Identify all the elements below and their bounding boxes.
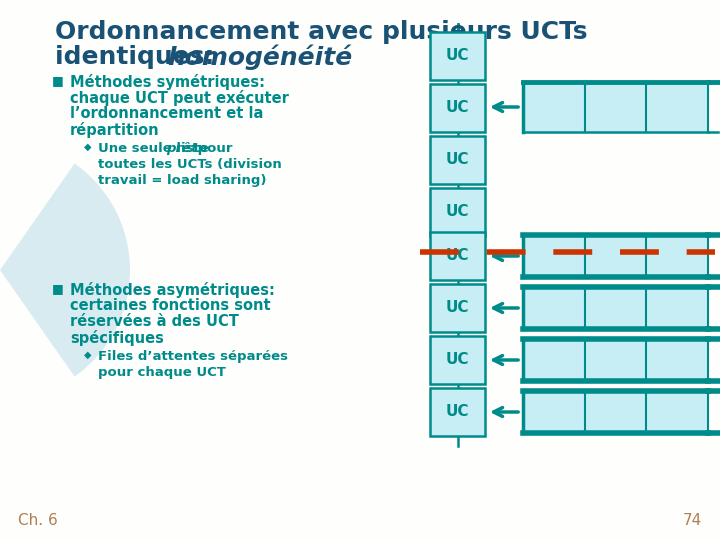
Text: toutes les UCTs (division: toutes les UCTs (division [98, 158, 282, 171]
Bar [430, 232, 485, 280]
Text: UC: UC [446, 300, 469, 315]
Text: pour: pour [193, 142, 233, 155]
Text: travail = load sharing): travail = load sharing) [98, 174, 266, 187]
Text: pour chaque UCT: pour chaque UCT [98, 366, 226, 379]
Text: 74: 74 [683, 513, 702, 528]
Text: prêt: prêt [166, 142, 197, 155]
Text: réservées à des UCT: réservées à des UCT [70, 314, 239, 329]
Text: ■: ■ [52, 282, 64, 295]
Text: Ordonnancement avec plusieurs UCTs: Ordonnancement avec plusieurs UCTs [55, 20, 588, 44]
Bar [430, 136, 485, 184]
Bar [430, 336, 485, 384]
Text: UC: UC [446, 248, 469, 264]
Text: Méthodes asymétriques:: Méthodes asymétriques: [70, 282, 275, 298]
Text: UC: UC [446, 353, 469, 368]
Bar [523, 82, 708, 132]
Bar [430, 188, 485, 236]
Text: UC: UC [446, 205, 469, 219]
Text: Une seule liste: Une seule liste [98, 142, 213, 155]
Text: UC: UC [446, 404, 469, 420]
Text: identiques:: identiques: [55, 45, 223, 69]
Text: homogénéité: homogénéité [167, 45, 352, 71]
Text: ◆: ◆ [84, 350, 91, 360]
Text: UC: UC [446, 152, 469, 167]
Text: Ch. 6: Ch. 6 [18, 513, 58, 528]
Text: répartition: répartition [70, 122, 160, 138]
Text: ■: ■ [52, 74, 64, 87]
Bar [430, 284, 485, 332]
Bar [523, 235, 708, 277]
Text: ◆: ◆ [84, 142, 91, 152]
Bar [523, 339, 708, 381]
Text: chaque UCT peut exécuter: chaque UCT peut exécuter [70, 90, 289, 106]
Text: l’ordonnancement et la: l’ordonnancement et la [70, 106, 264, 121]
Text: certaines fonctions sont: certaines fonctions sont [70, 298, 271, 313]
Text: UC: UC [446, 49, 469, 64]
Bar [430, 84, 485, 132]
Text: Méthodes symétriques:: Méthodes symétriques: [70, 74, 265, 90]
Text: UC: UC [446, 100, 469, 116]
Text: spécifiques: spécifiques [70, 330, 164, 346]
Bar [523, 391, 708, 433]
Bar [430, 388, 485, 436]
Text: Files d’attentes séparées: Files d’attentes séparées [98, 350, 288, 363]
Wedge shape [0, 164, 130, 376]
Bar [430, 32, 485, 80]
Bar [523, 287, 708, 329]
